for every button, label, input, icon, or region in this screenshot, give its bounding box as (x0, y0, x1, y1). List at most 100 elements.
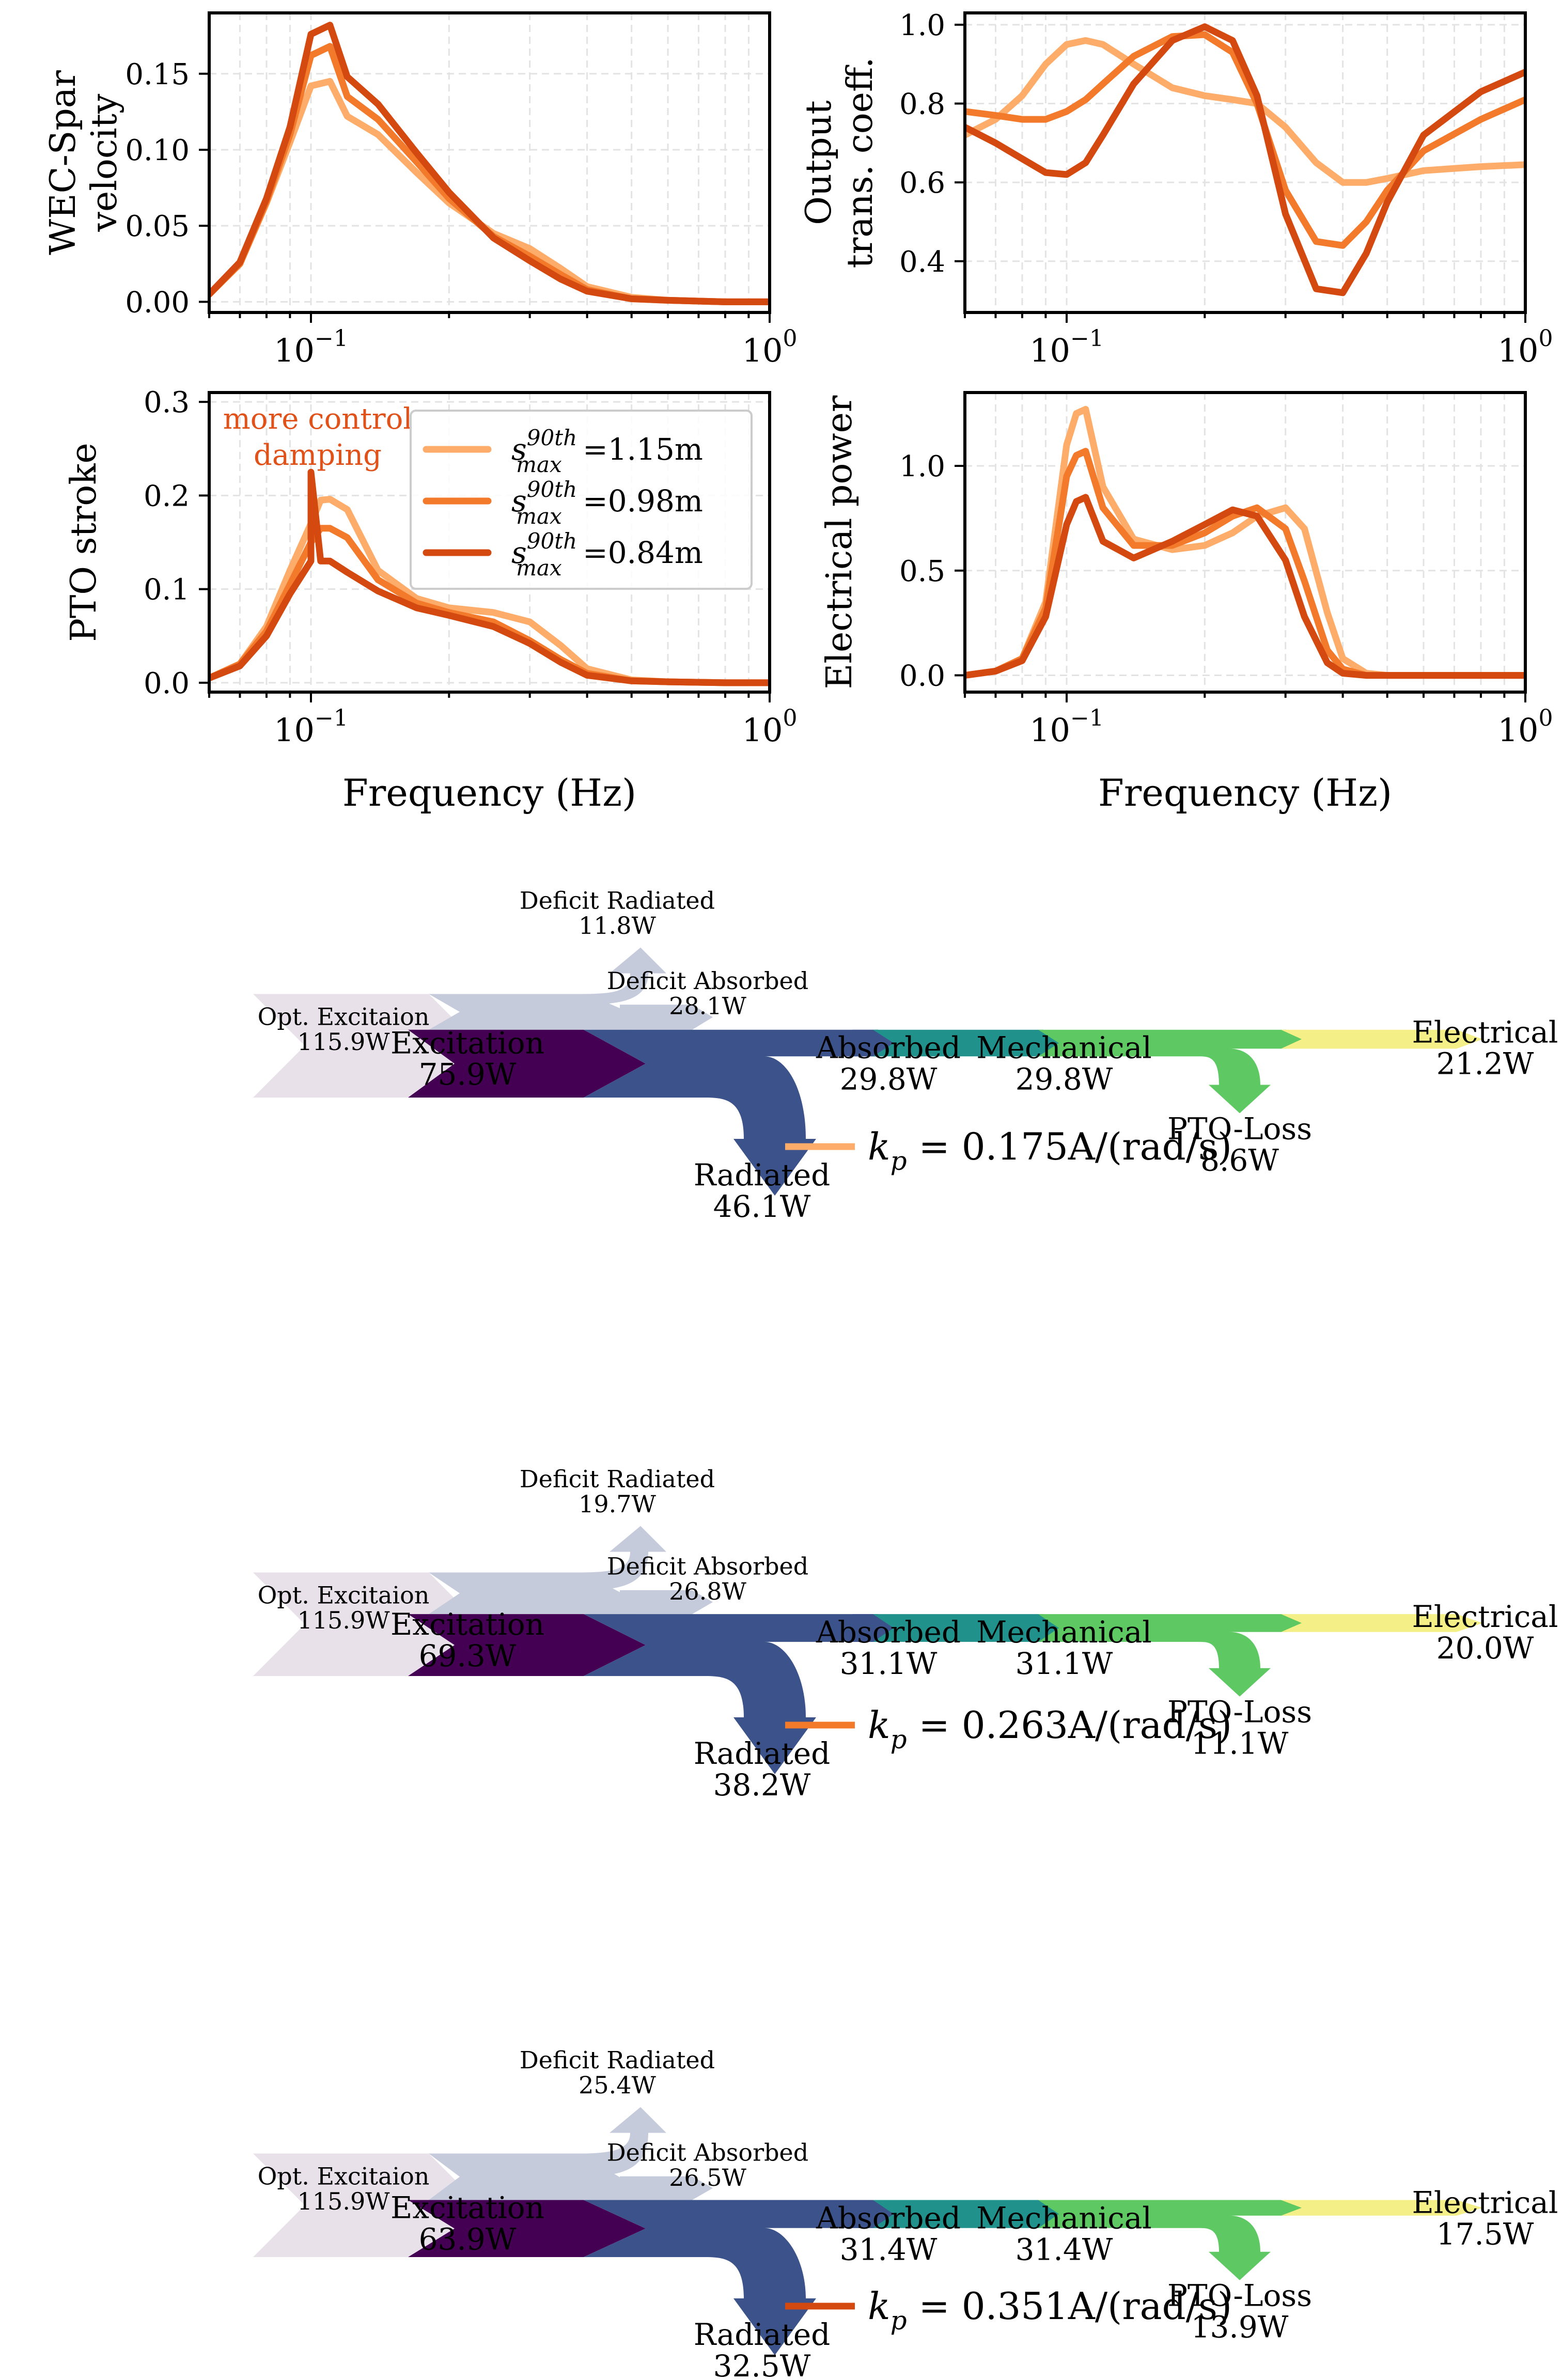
flow-deficit-radiated (579, 1526, 666, 1590)
flow-opt-excitation (253, 2153, 480, 2257)
sankey-label-value: 25.4W (579, 2071, 656, 2099)
y-axis-label: velocity (84, 93, 125, 232)
axes-frame (963, 11, 1527, 314)
legend-label: s90th max =0.98m (511, 477, 703, 529)
sankey-label-name: Deficit Radiated (520, 2046, 715, 2074)
x-tick-label: 100 (1498, 705, 1553, 749)
x-tick-label: 10−1 (1029, 705, 1104, 749)
legend-label: s90th max =1.15m (511, 425, 703, 477)
sankey-label-name: Electrical (1412, 2185, 1558, 2220)
stroke-chart: 10−1 100 0.0 0.1 0.2 0.3 PTO stroke Frequency (… (64, 386, 797, 815)
x-tick-label: 10−1 (274, 705, 348, 749)
sankey-label-name: Electrical (1412, 1015, 1558, 1050)
series-line-s90_0.84 (965, 494, 1525, 679)
legend-box (410, 410, 753, 590)
sankey-label-value: 21.2W (1436, 1046, 1534, 1082)
y-tick-label: 0.1 (144, 573, 190, 607)
sankey-label-value: 31.4W (840, 2232, 938, 2267)
sankey-label-value: 11.1W (1191, 1726, 1289, 1761)
x-tick-label: 10−1 (274, 325, 348, 369)
sankey-label-name: Excitation (390, 1607, 544, 1642)
y-tick-label: 0.00 (125, 286, 190, 319)
y-axis-label: Output (799, 100, 839, 225)
series-line-s90_1.15 (965, 37, 1525, 186)
y-axis-label: WEC-Spar (43, 70, 84, 255)
flow-deficit-absorbed (620, 1005, 713, 1030)
y-tick-label: 0.3 (144, 386, 190, 419)
sankey-label-value: 75.9W (419, 1057, 517, 1092)
flow-radiated (584, 2200, 878, 2355)
flow-radiated (584, 1614, 878, 1774)
flow-mechanical (873, 1614, 1064, 1642)
flow-opt-excitation (253, 1572, 480, 1676)
sankey-label-value: 63.9W (419, 2222, 517, 2257)
sankey-label-value: 115.9W (298, 1028, 390, 1056)
y-axis-label: trans. coeff. (840, 57, 881, 268)
x-tick-label: 100 (1498, 325, 1553, 369)
sankey-label-value: 31.1W (1016, 1646, 1113, 1681)
sankey-label-value: 69.3W (419, 1638, 517, 1673)
y-tick-label: 0.6 (899, 166, 945, 200)
legend-label: s90th max =0.84m (511, 528, 703, 581)
sankey-label-name: Mechanical (976, 2200, 1152, 2235)
sankey-label-name: Opt. Excitaion (258, 1003, 430, 1031)
sankey-label-value: 115.9W (298, 1606, 390, 1634)
y-tick-label: 0.5 (899, 555, 945, 588)
y-tick-label: 0.4 (899, 245, 945, 279)
flow-deficit-radiated (579, 947, 666, 1005)
flow-opt-excitation (253, 994, 480, 1098)
series-line-s90_0.84 (209, 468, 770, 686)
sankey-label-name: PTO-Loss (1167, 1111, 1312, 1146)
x-axis-label: Frequency (Hz) (1098, 771, 1392, 815)
series-line-s90_0.84 (209, 22, 770, 305)
sankey-label-name: Deficit Absorbed (607, 967, 808, 995)
y-tick-label: 0.05 (125, 210, 190, 243)
x-axis-label: Frequency (Hz) (342, 771, 636, 815)
flow-excitation (408, 1029, 646, 1098)
y-axis-label: PTO stroke (64, 443, 104, 642)
sankey-label-name: Deficit Absorbed (607, 1553, 808, 1580)
axes-frame (208, 391, 771, 694)
sankey-label-name: Opt. Excitaion (258, 2163, 430, 2190)
sankey-label-value: 28.1W (669, 992, 746, 1020)
flow-pto-loss (1038, 2200, 1307, 2280)
flow-excitation (408, 2200, 646, 2257)
y-tick-label: 0.8 (899, 88, 945, 121)
kp-label: kp = 0.351A/(rad/s) (868, 2284, 1232, 2336)
sankey-label-value: 8.6W (1200, 1142, 1279, 1178)
flow-electrical (1281, 2200, 1482, 2216)
y-axis-label: Electrical power (819, 395, 860, 689)
flow-pto-loss (1038, 1029, 1307, 1114)
sankey-label-name: Excitation (390, 1025, 544, 1060)
y-tick-label: 0.2 (144, 479, 190, 513)
y-tick-label: 0.0 (144, 667, 190, 700)
sankey-label-name: Absorbed (816, 1615, 961, 1650)
sankey-label-name: Opt. Excitaion (258, 1582, 430, 1609)
x-tick-label: 10−1 (1029, 325, 1104, 369)
sankey-label-value: 26.8W (669, 1577, 746, 1605)
sankey-label-value: 31.1W (840, 1646, 938, 1681)
kp-label: kp = 0.263A/(rad/s) (868, 1703, 1232, 1755)
sankey-label-name: Deficit Radiated (520, 1465, 715, 1493)
damping-annotation: damping (254, 439, 382, 472)
y-tick-label: 1.0 (899, 450, 945, 483)
y-tick-label: 0.0 (899, 660, 945, 693)
sankey-label-name: Absorbed (816, 1030, 961, 1066)
axes-frame (963, 391, 1527, 694)
sankey-label-name: Mechanical (976, 1030, 1152, 1066)
flow-electrical (1281, 1614, 1482, 1632)
sankey-label-value: 26.5W (669, 2164, 746, 2191)
flow-pto-loss (1038, 1614, 1307, 1697)
flow-mechanical (873, 1029, 1064, 1057)
y-tick-label: 1.0 (899, 9, 945, 42)
flow-radiated (584, 1029, 878, 1196)
series-line-s90_0.98 (965, 31, 1525, 249)
x-tick-label: 100 (742, 705, 798, 749)
sankey-label-value: 31.4W (1016, 2232, 1113, 2267)
velocity-chart: 10−1 100 0.00 0.05 0.10 0.15 WEC-Spar velocity (43, 11, 797, 369)
sankey-label-name: PTO-Loss (1167, 1695, 1312, 1730)
sankey-label-value: 115.9W (298, 2187, 390, 2215)
